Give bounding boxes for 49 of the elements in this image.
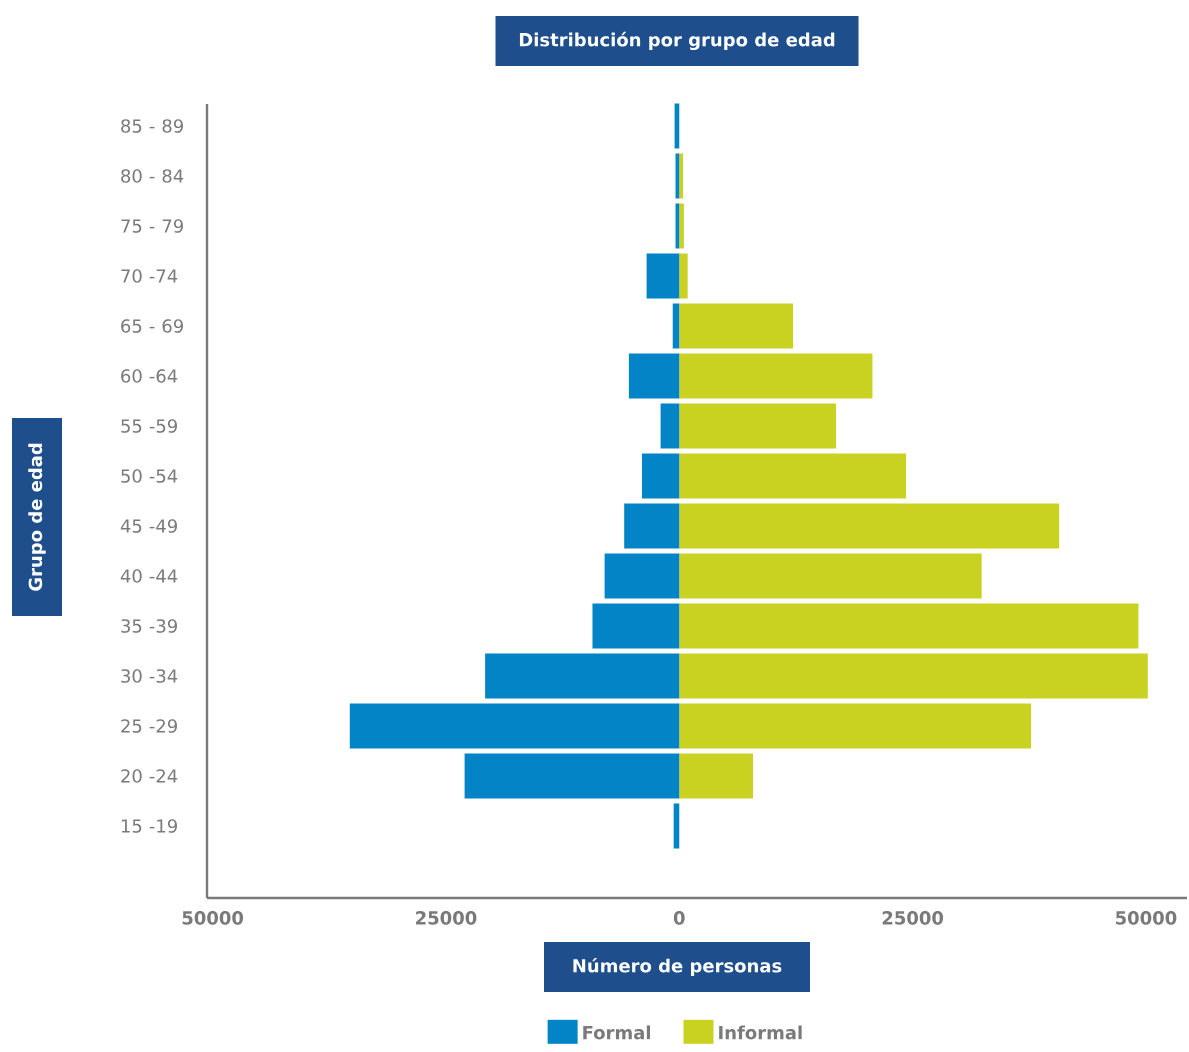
y-tick-label: 15 -19 [121,819,177,833]
bar [679,753,753,799]
bar [679,353,873,399]
bar [672,303,680,349]
bar [679,203,684,249]
x-tick-label: 50000 [1116,911,1177,925]
bar [679,453,907,499]
bar [679,603,1139,649]
y-tick-label: 40 -44 [120,569,178,583]
bar [679,653,1148,699]
y-axis-title: Grupo de edad [28,443,46,591]
bar [624,503,680,549]
x-tick-label: 0 [673,911,685,925]
y-tick-label: 80 - 84 [121,169,184,183]
bar [628,353,680,399]
bar [679,553,982,599]
y-tick-label: 20 -24 [121,769,178,783]
y-tick-label: 65 - 69 [121,319,183,333]
y-tick-label: 85 - 89 [121,119,183,133]
y-tick-label: 55 -59 [121,419,177,433]
bar [679,703,1032,749]
y-tick-label: 45 -49 [120,519,177,533]
bar [679,253,688,299]
bar [646,253,680,299]
y-tick-label: 25 -29 [121,719,177,733]
bar [464,753,680,799]
bar [679,403,837,449]
y-tick-label: 30 -34 [121,669,178,683]
bar [604,553,680,599]
y-tick-label: 75 - 79 [121,219,183,233]
x-tick-label: 50000 [182,911,244,925]
x-axis-title: Número de personas [573,957,782,977]
y-tick-label: 60 -64 [121,369,178,383]
bar [660,403,680,449]
chart-title: Distribución por grupo de edad [519,31,835,51]
y-tick-label: 70 -74 [121,269,178,283]
bar [679,303,794,349]
bar [485,653,680,699]
y-tick-label: 50 -54 [121,469,178,483]
bar [679,153,683,199]
legend-label: Formal [583,1025,651,1040]
bar [679,503,1060,549]
y-tick-label: 35 -39 [121,619,177,633]
x-tick-label: 25000 [882,911,944,925]
x-tick-label: 25000 [416,911,477,925]
bar [592,603,680,649]
bar [641,453,680,499]
bar [349,703,680,749]
legend-label: Informal [719,1025,802,1040]
